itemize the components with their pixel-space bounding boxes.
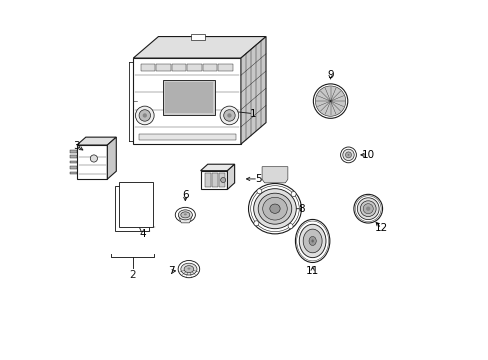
Bar [219,173,224,187]
Circle shape [142,113,147,118]
Bar [156,64,170,71]
Circle shape [253,221,258,226]
Polygon shape [200,164,234,171]
Ellipse shape [269,204,280,213]
Ellipse shape [248,184,301,234]
Text: 2: 2 [129,270,136,280]
Polygon shape [241,37,265,144]
Bar [140,64,155,71]
Text: 11: 11 [305,266,319,276]
Bar [114,186,148,231]
Circle shape [315,86,345,116]
Ellipse shape [175,207,195,222]
Ellipse shape [181,212,189,218]
Polygon shape [227,164,234,189]
Ellipse shape [262,197,286,220]
Circle shape [340,147,356,163]
Text: 9: 9 [326,70,333,80]
Polygon shape [107,137,116,179]
Circle shape [220,106,238,125]
Bar [187,64,201,71]
Circle shape [223,110,235,121]
Text: 12: 12 [374,224,387,233]
Circle shape [347,154,349,156]
Ellipse shape [311,239,313,243]
Text: 8: 8 [298,204,305,214]
Bar [164,82,212,113]
Text: 7: 7 [168,266,174,276]
Bar [77,145,107,179]
Ellipse shape [178,261,199,278]
Text: 6: 6 [182,190,188,200]
Polygon shape [262,167,287,183]
Circle shape [220,177,225,183]
Circle shape [360,201,375,217]
Circle shape [342,149,353,161]
Circle shape [357,198,378,220]
Circle shape [363,204,372,214]
Ellipse shape [253,189,296,229]
Ellipse shape [187,267,190,270]
Ellipse shape [303,229,322,253]
Circle shape [353,194,382,223]
Bar [171,64,185,71]
Text: 1: 1 [250,109,256,119]
Bar [70,172,77,174]
Circle shape [287,224,292,229]
Text: 3: 3 [73,141,80,151]
Circle shape [139,110,150,121]
Circle shape [227,113,231,118]
Ellipse shape [183,266,193,273]
Bar [70,166,77,169]
Text: 10: 10 [361,150,374,160]
Text: 4: 4 [139,229,145,239]
Ellipse shape [178,210,192,220]
Ellipse shape [308,237,316,246]
Bar [119,182,153,227]
Ellipse shape [258,193,291,224]
Circle shape [366,207,369,211]
Circle shape [290,192,295,197]
Polygon shape [77,137,116,145]
Bar [163,80,214,115]
Polygon shape [178,215,192,223]
Ellipse shape [183,213,186,215]
Bar [70,161,77,163]
Ellipse shape [181,263,197,275]
Bar [133,58,241,144]
Bar [200,171,227,189]
Bar [218,64,232,71]
Bar [202,64,217,71]
Text: 5: 5 [254,174,261,184]
Bar [139,134,235,140]
Ellipse shape [299,224,325,258]
Bar [212,173,217,187]
Ellipse shape [295,220,329,262]
Bar [70,156,77,158]
Circle shape [135,106,154,125]
Circle shape [345,152,351,158]
Bar [70,150,77,153]
Circle shape [313,84,347,118]
Bar [190,34,204,40]
Polygon shape [133,37,265,58]
Circle shape [256,189,262,194]
Bar [204,173,210,187]
Circle shape [90,155,97,162]
